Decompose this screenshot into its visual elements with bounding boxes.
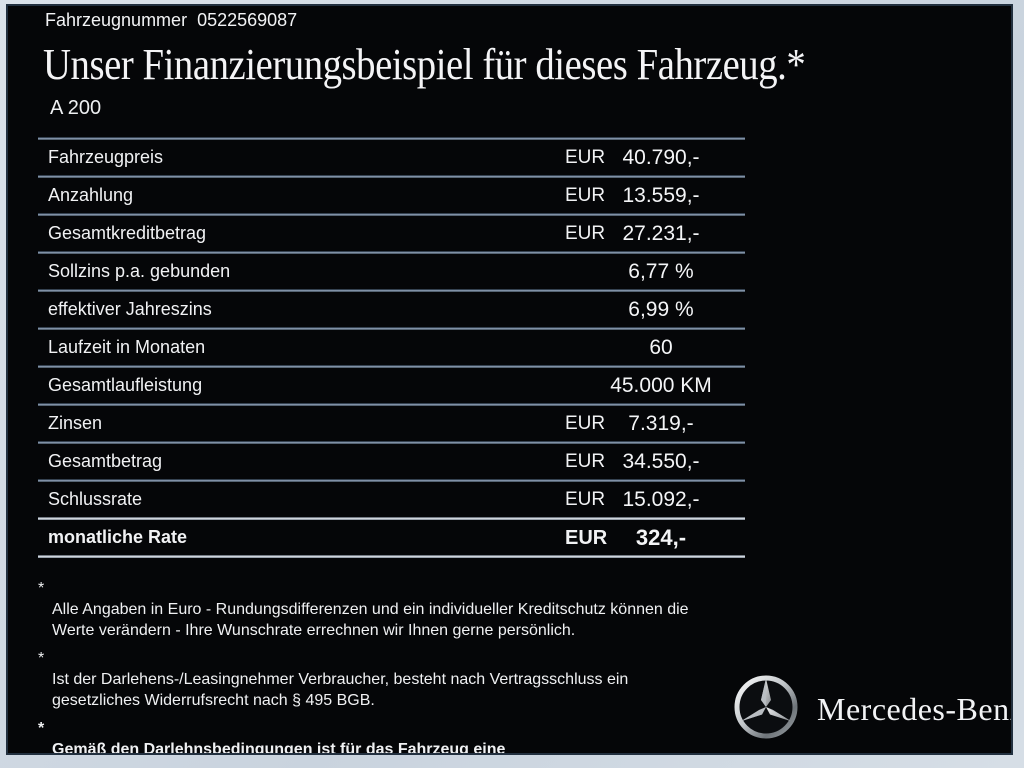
table-divider <box>38 479 745 482</box>
row-value: 27.231,- <box>622 222 700 245</box>
row-currency: EUR <box>565 185 606 206</box>
row-label: Gesamtlaufleistung <box>48 375 203 395</box>
footnote: * Alle Angaben in Euro - Rundungsdifferen… <box>38 578 754 641</box>
footnotes: * Alle Angaben in Euro - Rundungsdifferen… <box>38 578 754 755</box>
finance-table-row: Gesamtkreditbetrag EUR 27.231,- <box>38 216 745 251</box>
table-divider <box>38 365 745 368</box>
row-value: 6,77 % <box>628 260 694 283</box>
model-name: A 200 <box>50 97 102 119</box>
table-divider <box>38 251 745 254</box>
vehicle-number: Fahrzeugnummer 0522569087 <box>45 10 297 31</box>
finance-table-row: Laufzeit in Monaten 60 <box>38 330 745 365</box>
table-divider <box>38 175 745 178</box>
display-panel: Fahrzeugnummer 0522569087 Unser Finanzie… <box>6 4 1013 755</box>
finance-table: Fahrzeugpreis EUR 40.790,- Anzahlung EUR… <box>38 137 745 558</box>
footnote-text: Alle Angaben in Euro - Rundungsdifferenz… <box>52 601 689 639</box>
row-currency: EUR <box>565 489 606 510</box>
finance-table-row: monatliche Rate EUR 324,- <box>38 520 745 555</box>
row-value: 45.000 KM <box>610 374 712 397</box>
row-label: Gesamtkreditbetrag <box>48 223 207 243</box>
vehicle-number-value: 0522569087 <box>197 10 298 30</box>
row-value: 6,99 % <box>628 298 694 321</box>
finance-table-row: effektiver Jahreszins 6,99 % <box>38 292 745 327</box>
table-divider <box>38 327 745 330</box>
row-value: 60 <box>649 336 673 359</box>
row-label: Schlussrate <box>48 489 143 509</box>
table-divider <box>38 403 745 406</box>
finance-table-row: Gesamtlaufleistung 45.000 KM <box>38 368 745 403</box>
row-value: 34.550,- <box>622 450 700 473</box>
brand-block: Mercedes-Benz <box>732 668 1013 750</box>
table-divider <box>38 289 745 292</box>
footnote-marker: * <box>38 580 45 597</box>
table-divider <box>38 213 745 216</box>
row-label: Fahrzeugpreis <box>48 147 164 167</box>
mercedes-star-icon <box>732 673 800 746</box>
row-currency: EUR <box>565 147 606 168</box>
row-currency: EUR <box>565 527 608 549</box>
vehicle-number-spacer <box>187 10 197 30</box>
row-value: 15.092,- <box>622 488 700 511</box>
vehicle-number-label: Fahrzeugnummer <box>45 10 188 30</box>
page-title: Unser Finanzierungsbeispiel für dieses F… <box>43 40 806 89</box>
footnote: * Gemäß den Darlehnsbedingungen ist für d… <box>38 718 754 755</box>
finance-table-row: Anzahlung EUR 13.559,- <box>38 178 745 213</box>
row-currency: EUR <box>565 451 606 472</box>
table-divider <box>38 441 745 444</box>
row-label: monatliche Rate <box>48 527 188 547</box>
row-label: Sollzins p.a. gebunden <box>48 261 231 281</box>
finance-table-row: Gesamtbetrag EUR 34.550,- <box>38 444 745 479</box>
table-divider <box>38 555 745 558</box>
table-divider <box>38 137 745 140</box>
footnote-marker: * <box>38 650 45 667</box>
footnote: * Ist der Darlehens-/Leasingnehmer Verbra… <box>38 648 754 711</box>
row-currency: EUR <box>565 413 606 434</box>
finance-table-row: Zinsen EUR 7.319,- <box>38 406 745 441</box>
row-value: 324,- <box>635 525 687 550</box>
finance-table-row: Sollzins p.a. gebunden 6,77 % <box>38 254 745 289</box>
row-label: effektiver Jahreszins <box>48 299 212 319</box>
row-label: Zinsen <box>48 413 103 433</box>
footnote-text: Ist der Darlehens-/Leasingnehmer Verbrau… <box>52 671 629 709</box>
row-label: Laufzeit in Monaten <box>48 337 206 357</box>
row-value: 7.319,- <box>628 412 694 435</box>
row-currency: EUR <box>565 223 606 244</box>
footnote-text: Gemäß den Darlehnsbedingungen ist für da… <box>52 741 506 755</box>
row-value: 13.559,- <box>622 184 700 207</box>
finance-table-row: Schlussrate EUR 15.092,- <box>38 482 745 517</box>
row-value: 40.790,- <box>622 146 700 169</box>
row-label: Gesamtbetrag <box>48 451 163 471</box>
brand-wordmark: Mercedes-Benz <box>817 690 1013 727</box>
footnote-marker: * <box>38 720 45 737</box>
row-label: Anzahlung <box>48 185 134 205</box>
finance-table-row: Fahrzeugpreis EUR 40.790,- <box>38 140 745 175</box>
table-divider <box>38 517 745 520</box>
